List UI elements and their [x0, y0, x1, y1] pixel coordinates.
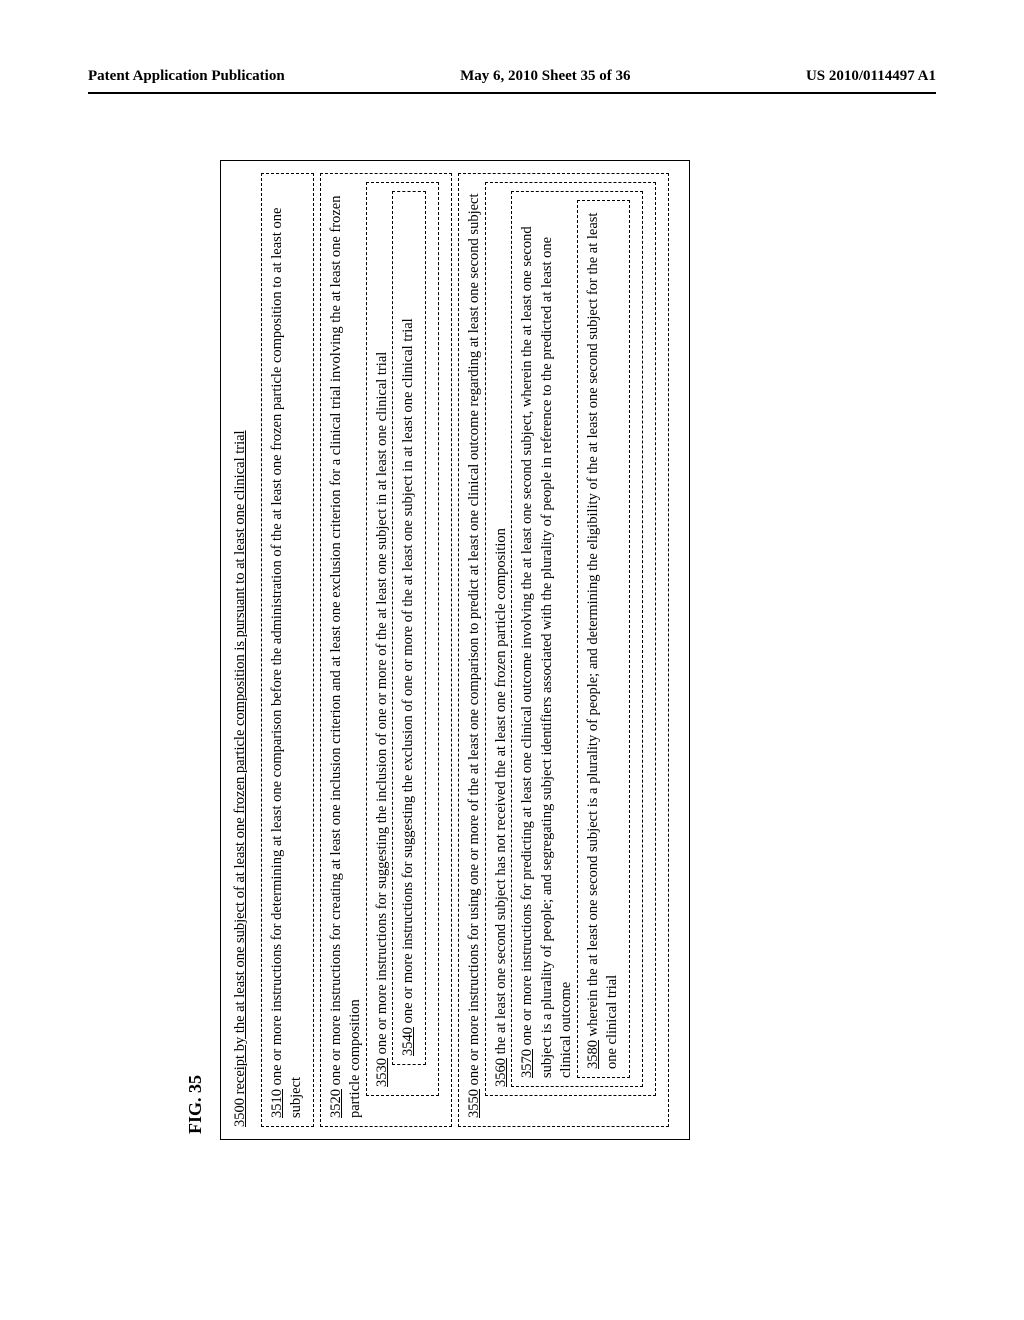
box-3520-body: one or more instructions for creating at… — [328, 196, 364, 1118]
box-3510-text: 3510 one or more instructions for determ… — [268, 182, 307, 1118]
box-3560: 3560 the at least one second subject has… — [485, 182, 656, 1096]
box-3550: 3550 one or more instructions for using … — [458, 173, 669, 1127]
figure-area: FIG. 35 3500 receipt by the at least one… — [185, 160, 845, 1140]
box-3570-text: 3570 one or more instructions for predic… — [518, 200, 577, 1078]
box-3500-num: 3500 — [232, 1098, 248, 1127]
box-3560-body: the at least one second subject has not … — [493, 528, 509, 1054]
box-3550-text: 3550 one or more instructions for using … — [465, 182, 485, 1118]
box-3580: 3580 wherein the at least one second sub… — [577, 200, 630, 1078]
box-3530-text: 3530 one or more instructions for sugges… — [373, 191, 393, 1087]
page-header: Patent Application Publication May 6, 20… — [88, 68, 936, 85]
box-3560-num: 3560 — [493, 1058, 509, 1087]
box-3540-num: 3540 — [400, 1027, 416, 1056]
box-3580-num: 3580 — [585, 1040, 601, 1069]
box-3520: 3520 one or more instructions for creati… — [320, 173, 452, 1127]
header-center: May 6, 2010 Sheet 35 of 36 — [460, 68, 630, 85]
box-3530-num: 3530 — [374, 1058, 390, 1087]
header-left: Patent Application Publication — [88, 68, 285, 85]
box-3540-text: 3540 one or more instructions for sugges… — [399, 200, 419, 1056]
box-3550-num: 3550 — [466, 1089, 482, 1118]
box-3520-num: 3520 — [328, 1089, 344, 1118]
box-3510-num: 3510 — [269, 1089, 285, 1118]
box-3560-text: 3560 the at least one second subject has… — [492, 191, 512, 1087]
box-3520-text: 3520 one or more instructions for creati… — [327, 182, 366, 1118]
box-3510-body: one or more instructions for determining… — [269, 208, 305, 1118]
box-3510: 3510 one or more instructions for determ… — [261, 173, 314, 1127]
box-3570-num: 3570 — [519, 1049, 535, 1078]
box-3530-body: one or more instructions for suggesting … — [374, 352, 390, 1055]
box-3570: 3570 one or more instructions for predic… — [511, 191, 643, 1087]
box-3500-body: receipt by the at least one subject of a… — [232, 430, 248, 1094]
header-right: US 2010/0114497 A1 — [806, 68, 936, 85]
box-3500-text: 3500 receipt by the at least one subject… — [231, 173, 251, 1127]
box-3500: 3500 receipt by the at least one subject… — [220, 160, 690, 1140]
figure-label: FIG. 35 — [185, 160, 206, 1134]
box-3540: 3540 one or more instructions for sugges… — [392, 191, 426, 1065]
header-rule — [88, 92, 936, 94]
box-3580-body: wherein the at least one second subject … — [585, 213, 621, 1069]
box-3570-body: one or more instructions for predicting … — [519, 226, 574, 1078]
box-3550-body: one or more instructions for using one o… — [466, 194, 482, 1086]
box-3580-text: 3580 wherein the at least one second sub… — [584, 209, 623, 1069]
box-3540-body: one or more instructions for suggesting … — [400, 318, 416, 1023]
box-3530: 3530 one or more instructions for sugges… — [366, 182, 439, 1096]
rotated-figure: FIG. 35 3500 receipt by the at least one… — [185, 160, 845, 1140]
